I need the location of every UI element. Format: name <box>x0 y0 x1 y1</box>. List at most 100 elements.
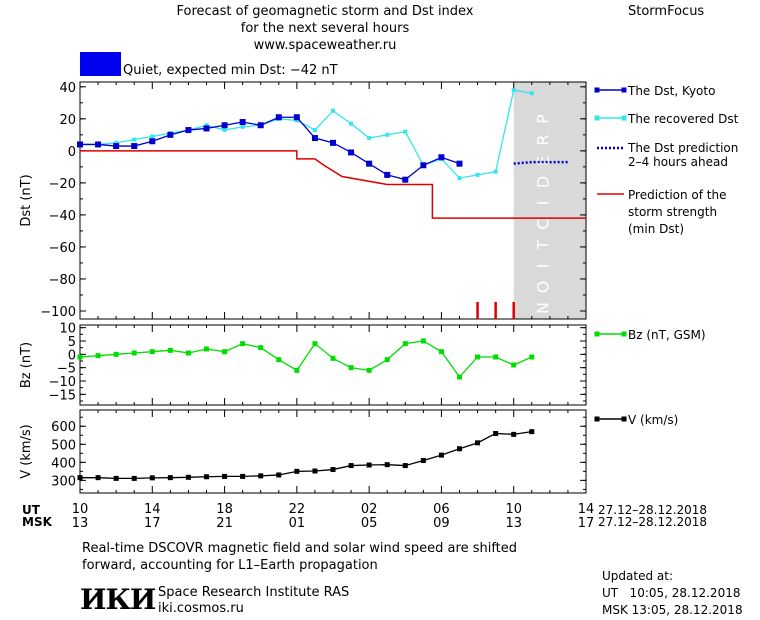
speed-point <box>493 430 499 436</box>
speed-point <box>420 458 426 464</box>
status-label: Quiet, expected min Dst: −42 nT <box>123 63 338 78</box>
kyoto-dst-point <box>275 114 282 121</box>
bz-point <box>204 346 209 352</box>
bz-point <box>113 351 119 357</box>
msk-tick-label: 17 <box>578 516 595 531</box>
legend-storm-line2: storm strength <box>628 205 718 219</box>
kyoto-dst-point <box>311 135 318 142</box>
y-axis-label-dst: Dst (nT) <box>19 174 34 226</box>
chart-title-line-1: Forecast of geomagnetic storm and Dst in… <box>176 4 474 19</box>
y-tick-label: −15 <box>49 388 76 403</box>
kyoto-dst-point <box>167 131 174 138</box>
speed-point <box>312 468 318 474</box>
ut-tick-label: 10 <box>72 502 89 517</box>
y-tick-label: 600 <box>51 420 76 435</box>
speed-point <box>149 475 155 481</box>
footer-note-line2: forward, accounting for L1–Earth propaga… <box>82 558 378 573</box>
recovered-legend-marker <box>621 115 627 121</box>
bz-point <box>167 347 173 353</box>
kyoto-dst-point <box>149 138 156 145</box>
speed-point <box>222 473 228 479</box>
msk-tick-label: 13 <box>505 516 522 531</box>
y-tick-label: −80 <box>49 273 76 288</box>
legend-prediction-line2: 2–4 hours ahead <box>628 155 728 169</box>
bz-point <box>240 341 246 347</box>
bz-line <box>79 340 533 379</box>
msk-tick-label: 05 <box>361 516 378 531</box>
institute-name: Space Research Institute RAS <box>158 585 350 600</box>
speed-point <box>276 472 282 478</box>
speed-point <box>402 463 408 469</box>
storm-strength-line <box>80 150 586 219</box>
kyoto-dst-point <box>257 122 264 129</box>
speed-line <box>80 431 532 480</box>
y-tick-label: 500 <box>51 438 76 453</box>
msk-axis-label: MSK <box>22 515 52 529</box>
speed-point <box>384 462 390 468</box>
msk-tick-label: 01 <box>289 516 306 531</box>
y-tick-label: −40 <box>49 209 76 224</box>
kyoto-legend-marker <box>621 87 627 93</box>
kyoto-dst-point <box>221 122 228 129</box>
kyoto-dst-point <box>420 162 427 169</box>
kyoto-dst-point <box>131 143 138 150</box>
bz-legend-marker <box>594 331 600 337</box>
recovered-dst-point <box>529 91 534 96</box>
recovered-dst-point <box>403 129 408 134</box>
speed-point <box>294 468 300 474</box>
bz-point <box>420 338 426 344</box>
y-tick-label: 5 <box>68 335 76 350</box>
speed-point <box>95 475 101 481</box>
recovered-legend-marker <box>594 115 600 121</box>
y-tick-label: 40 <box>59 81 76 96</box>
y-tick-label: 0 <box>68 145 76 160</box>
kyoto-dst-point <box>113 143 120 150</box>
y-tick-label: −100 <box>40 305 76 320</box>
msk-tick-label: 13 <box>72 516 89 531</box>
chart-title-line-3: www.spaceweather.ru <box>253 38 397 53</box>
recovered-dst-point <box>385 132 390 137</box>
kyoto-dst-line <box>80 116 460 181</box>
bz-point <box>276 357 282 363</box>
status-color-swatch <box>80 52 121 76</box>
recovered-dst-point <box>312 128 317 133</box>
brand-label: StormFocus <box>628 4 705 19</box>
prediction-letter: P <box>534 112 553 124</box>
speed-point <box>511 431 517 437</box>
recovered-dst-point <box>204 123 209 128</box>
kyoto-dst-point <box>366 160 373 167</box>
prediction-letter: D <box>534 174 553 188</box>
prediction-letter: O <box>534 279 553 294</box>
speed-point <box>366 462 372 468</box>
prediction-letter: C <box>534 216 553 229</box>
legend-recovered: The recovered Dst <box>628 112 739 126</box>
speed-point <box>529 429 535 435</box>
legend-kyoto: The Dst, Kyoto <box>628 84 716 98</box>
prediction-letter: T <box>534 238 553 251</box>
legend-bz: Bz (nT, GSM) <box>628 328 706 342</box>
kyoto-dst-point <box>384 171 391 178</box>
kyoto-legend-marker <box>594 87 600 93</box>
ut-tick-label: 14 <box>144 502 161 517</box>
kyoto-dst-point <box>185 127 192 134</box>
y-tick-label: −5 <box>57 362 76 377</box>
chart-title-line-2: for the next several hours <box>240 21 410 36</box>
bz-point <box>348 365 354 371</box>
bz-point <box>185 350 191 356</box>
panel-frame-v <box>79 409 587 494</box>
speed-point <box>204 474 209 480</box>
recovered-dst-point <box>150 134 155 139</box>
institute-site: iki.cosmos.ru <box>158 601 244 616</box>
bz-point <box>294 367 300 373</box>
recovered-dst-point <box>511 88 516 93</box>
ut-date-range: 27.12–28.12.2018 <box>598 503 708 517</box>
recovered-dst-point <box>331 108 335 113</box>
kyoto-dst-point <box>293 114 300 121</box>
bz-point <box>529 354 535 360</box>
recovered-dst-point <box>457 176 462 181</box>
updated-ut: UT 10:05, 28.12.2018 <box>602 586 741 600</box>
ut-tick-label: 02 <box>361 502 378 517</box>
speed-point <box>348 463 354 469</box>
panel-frame-bz <box>79 324 587 406</box>
